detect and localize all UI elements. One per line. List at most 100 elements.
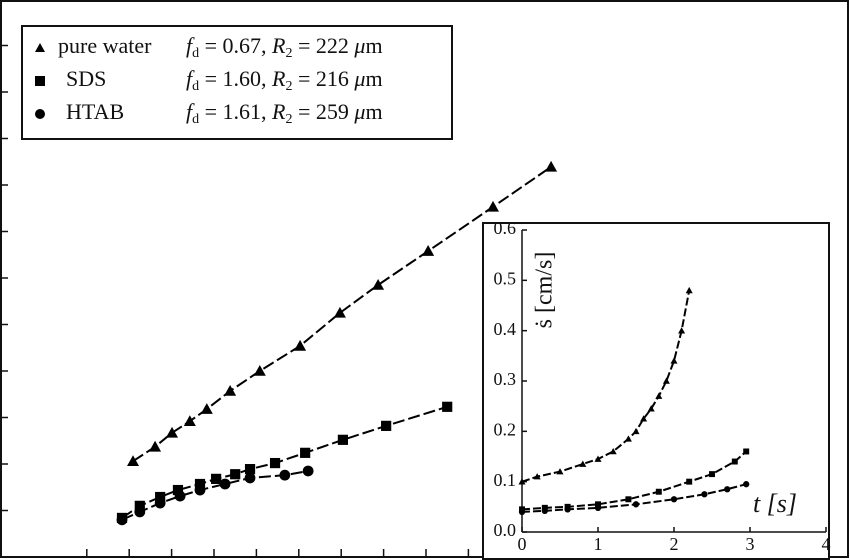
x-tick-label: 1 — [594, 534, 603, 554]
x-tick-label: 3 — [746, 534, 755, 554]
circle-marker — [564, 506, 571, 513]
square-marker — [743, 448, 750, 455]
triangle-marker — [127, 455, 140, 467]
y-tick-label: 0.2 — [494, 419, 517, 439]
circle-marker — [518, 508, 526, 516]
circle-marker — [154, 497, 166, 509]
triangle-marker — [224, 384, 237, 396]
triangle-marker — [545, 160, 558, 172]
triangle-marker — [579, 460, 587, 467]
circle-marker — [174, 490, 186, 502]
triangle-marker — [166, 426, 179, 438]
square-marker — [155, 491, 166, 503]
circle-marker — [541, 507, 548, 515]
y-axis-label: ṡ [cm/s] — [532, 252, 558, 329]
square-marker — [300, 447, 311, 458]
annotation-part: 2 — [286, 112, 293, 127]
square-marker — [655, 488, 662, 495]
square-marker — [211, 473, 222, 484]
square-marker — [381, 420, 392, 431]
y-tick-label: 0.4 — [494, 319, 517, 339]
square-marker — [194, 478, 206, 490]
triangle-marker — [670, 357, 678, 364]
legend-label: SDS — [66, 66, 106, 91]
triangle-marker — [333, 306, 346, 318]
circle-marker — [219, 478, 231, 490]
circle-marker — [116, 514, 128, 526]
triangle-marker — [624, 435, 632, 442]
legend-marker — [35, 76, 45, 86]
x-tick-label: 4 — [822, 534, 831, 554]
annotation-part: m — [365, 99, 382, 124]
annotation-part: = 1.61, — [199, 99, 272, 124]
annotation-part: μ — [353, 66, 365, 91]
square-marker — [442, 401, 453, 412]
annotation-part: R — [271, 66, 286, 91]
annotation-part: μ — [353, 99, 365, 124]
circle-marker — [632, 501, 640, 508]
square-marker — [686, 478, 693, 485]
annotation-part: = 222 — [293, 33, 355, 58]
triangle-marker — [200, 403, 213, 414]
annotation-part: 2 — [286, 79, 293, 94]
annotation-part: = 0.67, — [199, 33, 272, 58]
annotation-part: = 259 — [293, 99, 355, 124]
triangle-marker — [149, 440, 162, 452]
annotation-part: d — [192, 112, 199, 127]
triangle-marker — [640, 415, 648, 422]
annotation-part: d — [192, 46, 199, 61]
triangle-marker — [294, 339, 307, 351]
triangle-marker — [253, 365, 266, 376]
legend-marker — [35, 109, 45, 119]
x-tick-label: 2 — [670, 534, 679, 554]
triangle-marker — [647, 405, 655, 412]
legend-label: HTAB — [66, 99, 124, 124]
inset-frame — [482, 222, 830, 560]
annotation-part: μ — [353, 33, 365, 58]
square-marker — [595, 501, 601, 508]
circle-marker — [701, 491, 708, 498]
triangle-marker — [372, 278, 385, 290]
triangle-marker — [632, 427, 640, 435]
triangle-marker — [655, 392, 663, 399]
legend-annotation: fd = 0.67, R2 = 222 μm — [186, 33, 383, 61]
triangle-marker — [486, 200, 499, 212]
legend-triangle — [35, 43, 45, 52]
legend-marker — [35, 43, 45, 52]
triangle-marker — [556, 468, 564, 475]
annotation-part: = 216 — [293, 66, 355, 91]
annotation-part: 2 — [286, 46, 293, 61]
annotation-part: m — [365, 66, 382, 91]
legend-label: pure water — [58, 33, 152, 58]
y-tick-label: 0.3 — [494, 369, 517, 389]
triangle-marker — [518, 478, 526, 485]
circle-marker — [279, 469, 291, 481]
series-line — [521, 450, 747, 511]
square-marker — [337, 434, 348, 445]
circle-marker — [743, 481, 750, 488]
triangle-marker — [533, 473, 541, 480]
legend-square — [35, 76, 45, 86]
annotation-part: f — [186, 99, 195, 124]
triangle-marker — [422, 245, 435, 256]
triangle-marker — [609, 447, 617, 455]
y-tick-label: 0.0 — [494, 520, 517, 540]
y-tick-label: 0.6 — [494, 218, 517, 238]
circle-marker — [724, 486, 731, 493]
triangle-marker — [685, 286, 693, 294]
annotation-part: d — [192, 79, 199, 94]
annotation-part: R — [271, 99, 286, 124]
legend-annotation: fd = 1.61, R2 = 259 μm — [186, 99, 383, 127]
annotation-part: f — [186, 33, 195, 58]
circle-marker — [670, 496, 678, 503]
circle-marker — [134, 506, 146, 518]
square-marker — [244, 464, 256, 475]
triangle-marker — [678, 327, 686, 334]
triangle-marker — [662, 377, 670, 384]
circle-marker — [194, 484, 206, 496]
annotation-part: R — [271, 33, 286, 58]
square-marker — [134, 500, 145, 511]
square-marker — [625, 496, 632, 503]
square-marker — [731, 458, 738, 465]
square-marker — [172, 484, 184, 496]
